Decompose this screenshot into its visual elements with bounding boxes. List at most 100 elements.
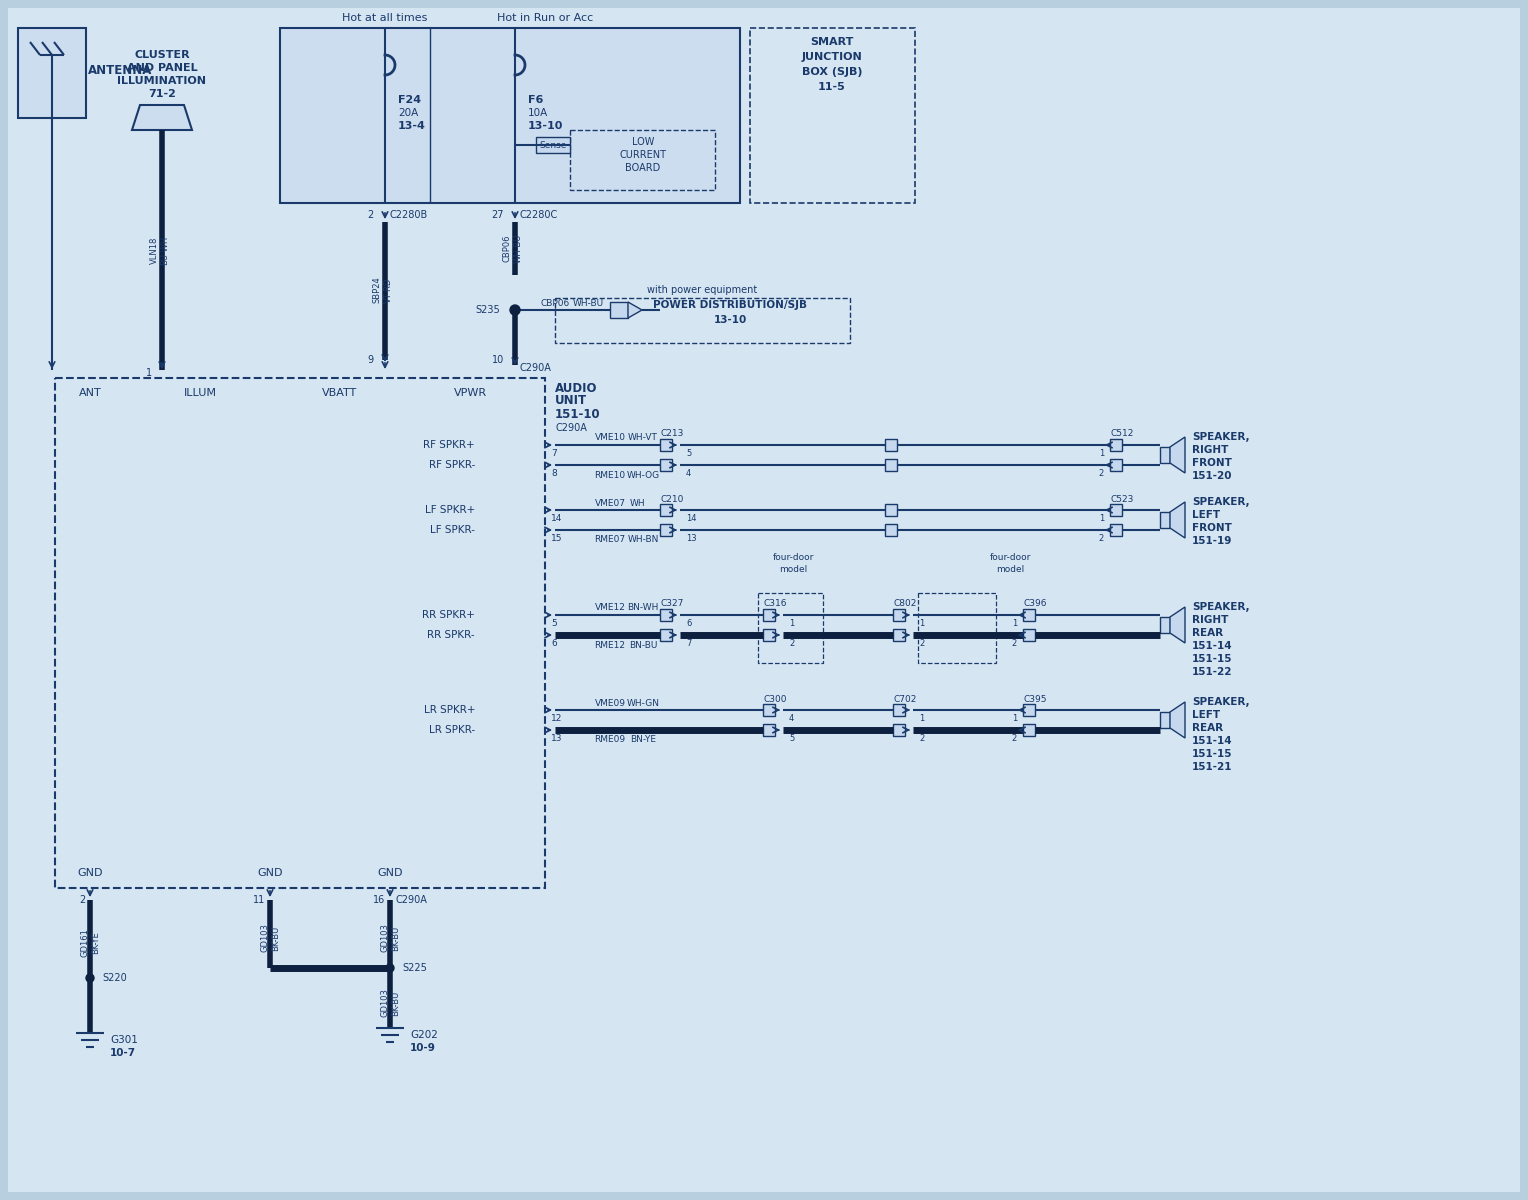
Text: RME09: RME09: [594, 736, 625, 744]
Text: 5: 5: [686, 449, 691, 458]
Text: 151-14: 151-14: [1192, 736, 1233, 746]
Text: BK-YE: BK-YE: [92, 931, 101, 954]
Text: 6: 6: [552, 638, 556, 648]
Text: 16: 16: [373, 895, 385, 905]
Text: GD103: GD103: [380, 924, 390, 953]
Text: LEFT: LEFT: [1192, 510, 1221, 520]
Text: 2: 2: [1099, 534, 1105, 542]
Text: REAR: REAR: [1192, 628, 1222, 638]
Text: 151-10: 151-10: [555, 408, 601, 420]
Text: C802: C802: [894, 600, 917, 608]
Text: G301: G301: [110, 1034, 138, 1045]
Text: 1: 1: [918, 714, 924, 722]
Text: 2: 2: [79, 895, 86, 905]
Text: CBP06: CBP06: [503, 234, 512, 262]
Bar: [1160, 446, 1170, 463]
Bar: [660, 608, 672, 622]
Text: 10A: 10A: [529, 108, 549, 118]
Text: 2: 2: [918, 638, 924, 648]
Text: 1: 1: [145, 368, 151, 378]
Text: C2280B: C2280B: [390, 210, 428, 220]
Bar: [280, 28, 740, 203]
Text: 2: 2: [918, 734, 924, 743]
Text: Sense: Sense: [539, 140, 567, 150]
Text: LF SPKR-: LF SPKR-: [429, 526, 475, 535]
Bar: [1024, 704, 1034, 716]
Text: 2: 2: [368, 210, 374, 220]
Bar: [885, 439, 897, 451]
Text: BN-BU: BN-BU: [630, 641, 657, 649]
Text: 14: 14: [552, 514, 562, 523]
Bar: [762, 724, 775, 736]
Text: 2: 2: [1012, 638, 1018, 648]
Text: WH-BU: WH-BU: [573, 299, 604, 307]
Text: RIGHT: RIGHT: [1192, 614, 1229, 625]
Text: SPEAKER,: SPEAKER,: [1192, 432, 1250, 442]
Text: 6: 6: [686, 619, 691, 628]
Text: BOX (SJB): BOX (SJB): [802, 67, 862, 77]
Text: VLN18: VLN18: [150, 236, 159, 264]
Text: SBP24: SBP24: [373, 277, 382, 304]
Text: 2: 2: [1099, 469, 1105, 478]
Text: C290A: C290A: [520, 362, 552, 373]
Text: SPEAKER,: SPEAKER,: [1192, 497, 1250, 506]
Text: 1: 1: [918, 619, 924, 628]
Text: WH-VT: WH-VT: [628, 433, 659, 443]
Text: CLUSTER: CLUSTER: [134, 50, 189, 60]
Text: VME07: VME07: [594, 498, 625, 508]
Text: G202: G202: [410, 1030, 439, 1040]
Text: LOW: LOW: [631, 137, 654, 146]
Bar: [660, 504, 672, 516]
Bar: [892, 629, 905, 641]
Text: RME10: RME10: [594, 470, 625, 480]
Bar: [762, 608, 775, 622]
Text: BK-BU: BK-BU: [272, 925, 281, 950]
Bar: [762, 704, 775, 716]
Text: BK-BU: BK-BU: [391, 990, 400, 1015]
Text: 1: 1: [1099, 514, 1105, 523]
Text: 11: 11: [252, 895, 264, 905]
Circle shape: [86, 974, 95, 982]
Text: WH-OG: WH-OG: [626, 470, 660, 480]
Text: 20A: 20A: [397, 108, 419, 118]
Bar: [570, 130, 715, 190]
Polygon shape: [131, 104, 193, 130]
Bar: [892, 608, 905, 622]
Bar: [892, 724, 905, 736]
Text: ILLUMINATION: ILLUMINATION: [118, 76, 206, 86]
Bar: [555, 298, 850, 343]
Text: FRONT: FRONT: [1192, 523, 1232, 533]
Text: C395: C395: [1024, 695, 1047, 703]
Bar: [885, 524, 897, 536]
Text: C396: C396: [1024, 600, 1047, 608]
Text: BN-YE: BN-YE: [630, 736, 656, 744]
Polygon shape: [1170, 502, 1186, 538]
Text: C512: C512: [1111, 430, 1134, 438]
Text: 7: 7: [686, 638, 691, 648]
Text: 15: 15: [552, 534, 562, 542]
Text: C316: C316: [764, 600, 787, 608]
Polygon shape: [1170, 437, 1186, 473]
Text: 5: 5: [788, 734, 795, 743]
Bar: [750, 28, 915, 203]
Text: C213: C213: [660, 430, 683, 438]
Bar: [55, 378, 545, 888]
Text: 1: 1: [788, 619, 795, 628]
Text: 14: 14: [686, 514, 697, 523]
Text: 10-9: 10-9: [410, 1043, 435, 1054]
Text: LR SPKR-: LR SPKR-: [429, 725, 475, 734]
Text: 151-22: 151-22: [1192, 667, 1233, 677]
Polygon shape: [628, 302, 642, 318]
Text: C300: C300: [764, 695, 787, 703]
Text: 10-7: 10-7: [110, 1048, 136, 1058]
Text: BN-WH: BN-WH: [628, 604, 659, 612]
Text: C2280C: C2280C: [520, 210, 558, 220]
Text: GD161: GD161: [81, 929, 90, 958]
Bar: [1109, 504, 1122, 516]
Text: 5: 5: [552, 619, 556, 628]
Text: RF SPKR+: RF SPKR+: [423, 440, 475, 450]
Text: 13-4: 13-4: [397, 121, 426, 131]
Bar: [660, 524, 672, 536]
Bar: [885, 458, 897, 470]
Text: 151-15: 151-15: [1192, 749, 1233, 758]
